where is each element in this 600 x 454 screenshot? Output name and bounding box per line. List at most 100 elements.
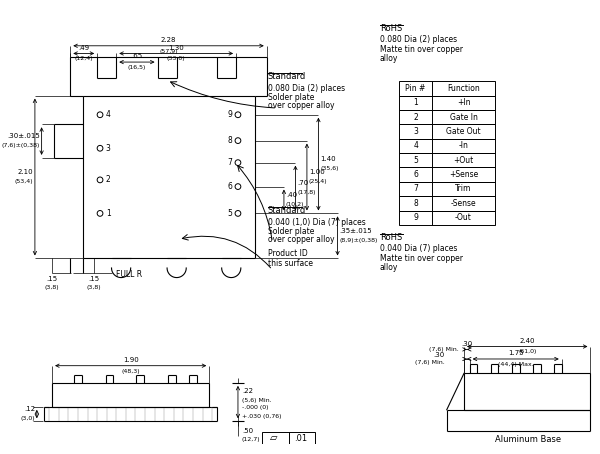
- Bar: [399, 211, 494, 225]
- Text: (8,9)±(0,38): (8,9)±(0,38): [340, 238, 378, 243]
- Text: Product ID: Product ID: [268, 249, 307, 258]
- Text: 8: 8: [227, 136, 232, 145]
- Text: .49: .49: [78, 44, 89, 50]
- Text: 1: 1: [413, 98, 418, 107]
- Text: (3,8): (3,8): [87, 285, 101, 290]
- Text: Matte tin over copper: Matte tin over copper: [380, 254, 463, 262]
- Text: .30±.015: .30±.015: [7, 133, 40, 139]
- Text: .30: .30: [461, 340, 472, 346]
- Text: Aluminum Base: Aluminum Base: [495, 435, 561, 444]
- Bar: [399, 182, 494, 196]
- Text: 0.040 (1,0) Dia (7) places: 0.040 (1,0) Dia (7) places: [268, 218, 365, 227]
- Text: (7,6) Min.: (7,6) Min.: [430, 347, 459, 352]
- Text: .15: .15: [89, 276, 100, 282]
- Text: (12,4): (12,4): [74, 56, 93, 61]
- Text: Standard: Standard: [268, 206, 306, 215]
- Text: 1: 1: [106, 209, 110, 218]
- Text: Gate In: Gate In: [449, 113, 478, 122]
- Text: (61,0): (61,0): [518, 350, 536, 355]
- Text: (33,0): (33,0): [167, 56, 185, 61]
- Text: 0.080 Dia (2) places: 0.080 Dia (2) places: [380, 35, 457, 44]
- Text: 5: 5: [413, 156, 418, 165]
- Text: FULL R: FULL R: [116, 270, 142, 279]
- Bar: [399, 138, 494, 153]
- Text: Function: Function: [447, 84, 480, 93]
- Text: alloy: alloy: [380, 54, 398, 64]
- Bar: [399, 124, 494, 138]
- Text: 4: 4: [106, 110, 110, 119]
- Text: 9: 9: [413, 213, 418, 222]
- Text: (44,4) Max.: (44,4) Max.: [498, 362, 533, 367]
- Text: Trim: Trim: [455, 184, 472, 193]
- Text: 6: 6: [227, 182, 232, 191]
- Text: (17,8): (17,8): [298, 190, 316, 195]
- Text: (57,9): (57,9): [159, 49, 178, 54]
- Text: .40: .40: [286, 192, 297, 198]
- Bar: [399, 81, 494, 96]
- Text: .70: .70: [298, 180, 308, 186]
- Text: 0.040 Dia (7) places: 0.040 Dia (7) places: [380, 244, 457, 253]
- Text: .50: .50: [242, 428, 253, 434]
- Text: +Sense: +Sense: [449, 170, 478, 179]
- Text: 1.40: 1.40: [320, 156, 336, 162]
- Text: .22: .22: [242, 388, 253, 394]
- Text: (48,3): (48,3): [121, 369, 140, 374]
- Text: +In: +In: [457, 98, 470, 107]
- Text: (3,8): (3,8): [45, 285, 59, 290]
- Text: (5,6) Min.: (5,6) Min.: [242, 398, 271, 403]
- Text: Matte tin over copper: Matte tin over copper: [380, 45, 463, 54]
- Text: 9: 9: [227, 110, 232, 119]
- Text: 1.75: 1.75: [508, 350, 524, 356]
- Text: +.030 (0,76): +.030 (0,76): [242, 414, 281, 419]
- Text: 8: 8: [413, 199, 418, 208]
- Bar: [399, 168, 494, 182]
- Text: (7,6)±(0,38): (7,6)±(0,38): [1, 143, 40, 148]
- Text: Gate Out: Gate Out: [446, 127, 481, 136]
- Text: 3: 3: [106, 144, 110, 153]
- Text: (12,7): (12,7): [242, 437, 260, 442]
- Text: 0.080 Dia (2) places: 0.080 Dia (2) places: [268, 84, 345, 93]
- Bar: [399, 153, 494, 168]
- Text: .01: .01: [293, 434, 307, 443]
- Text: -In: -In: [458, 141, 469, 150]
- Text: -.000 (0): -.000 (0): [242, 405, 268, 410]
- Text: 6: 6: [413, 170, 418, 179]
- Text: 4: 4: [413, 141, 418, 150]
- Text: 2: 2: [413, 113, 418, 122]
- Text: (35,6): (35,6): [320, 166, 339, 171]
- Text: 2: 2: [106, 175, 110, 184]
- Text: RoHS: RoHS: [380, 232, 402, 242]
- Text: RoHS: RoHS: [380, 24, 402, 33]
- Text: Solder plate: Solder plate: [268, 227, 314, 236]
- Text: ▱: ▱: [269, 434, 277, 444]
- Bar: [399, 110, 494, 124]
- Text: .12: .12: [24, 406, 35, 412]
- Bar: [399, 196, 494, 211]
- Text: (3,0): (3,0): [20, 416, 35, 421]
- Bar: [399, 96, 494, 110]
- Text: 7: 7: [227, 158, 232, 167]
- Text: 7: 7: [413, 184, 418, 193]
- Text: .30: .30: [434, 352, 445, 358]
- Text: (10,2): (10,2): [286, 202, 304, 207]
- Text: .35±.015: .35±.015: [340, 228, 372, 234]
- Text: over copper alloy: over copper alloy: [268, 236, 334, 244]
- Text: alloy: alloy: [380, 263, 398, 272]
- Text: 1.00: 1.00: [309, 169, 325, 175]
- Bar: [262, 432, 314, 445]
- Text: +Out: +Out: [454, 156, 473, 165]
- Text: 1.30: 1.30: [169, 44, 184, 50]
- Text: Standard: Standard: [268, 72, 306, 81]
- Text: -Sense: -Sense: [451, 199, 476, 208]
- Text: -Out: -Out: [455, 213, 472, 222]
- Text: 2.10: 2.10: [17, 169, 33, 175]
- Text: (7,6) Min.: (7,6) Min.: [415, 360, 445, 365]
- Text: this surface: this surface: [268, 259, 313, 268]
- Text: 3: 3: [413, 127, 418, 136]
- Text: over copper alloy: over copper alloy: [268, 101, 334, 110]
- Text: 1.90: 1.90: [123, 357, 139, 363]
- Text: Solder plate: Solder plate: [268, 93, 314, 102]
- Text: 2.28: 2.28: [161, 37, 176, 43]
- Text: 2.40: 2.40: [520, 338, 535, 344]
- Text: (53,4): (53,4): [14, 179, 33, 184]
